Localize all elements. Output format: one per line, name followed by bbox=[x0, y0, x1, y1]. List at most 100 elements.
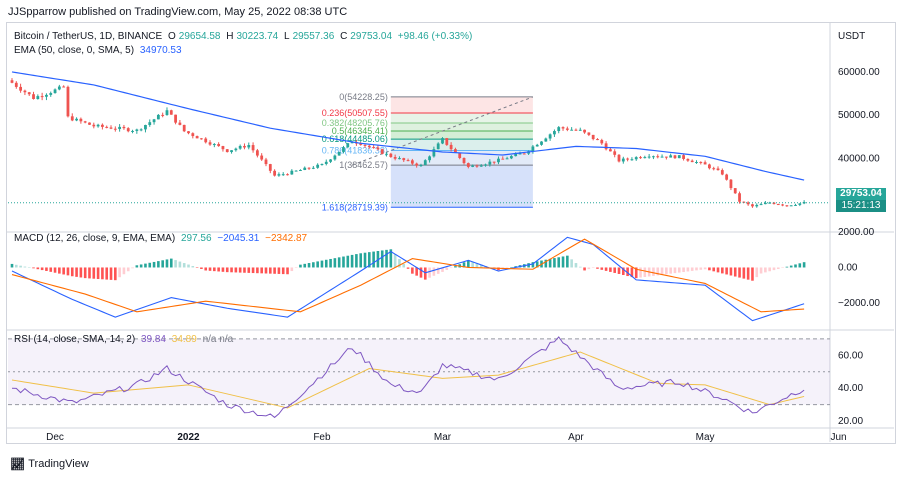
open-value: 29654.58 bbox=[178, 31, 221, 42]
fib-zone bbox=[390, 131, 533, 140]
brand-name: TradingView bbox=[28, 458, 89, 470]
candle-body bbox=[277, 174, 281, 176]
candle-body bbox=[96, 124, 100, 127]
macd-label: MACD (12, 26, close, 9, EMA, EMA) bbox=[14, 233, 176, 244]
publisher-line: JJSpparrow published on TradingView.com,… bbox=[8, 6, 348, 18]
candle-body bbox=[299, 170, 302, 172]
candle-body bbox=[716, 168, 720, 171]
macd-histogram-bar bbox=[686, 267, 690, 272]
candle-body bbox=[699, 162, 703, 164]
fib-zone bbox=[390, 113, 533, 123]
rsi-label: RSI (14, close, SMA, 14, 2) bbox=[14, 334, 136, 345]
candle-body bbox=[14, 82, 18, 87]
candle-body bbox=[311, 167, 315, 169]
macd-histogram-bar bbox=[721, 267, 724, 274]
change-value: +98.46 (+0.33%) bbox=[397, 31, 473, 42]
macd-axis-tick: 2000.00 bbox=[838, 227, 875, 238]
candle-body bbox=[402, 158, 406, 161]
candle-body bbox=[535, 144, 539, 147]
macd-histogram-bar bbox=[432, 267, 436, 276]
candle-body bbox=[423, 160, 427, 166]
candle-body bbox=[540, 141, 543, 145]
rsi-axis-tick: 60.00 bbox=[838, 350, 863, 361]
macd-histogram-bar bbox=[389, 249, 393, 268]
macd-histogram-bar bbox=[768, 267, 771, 272]
candle-body bbox=[337, 151, 341, 156]
fib-zone bbox=[390, 96, 533, 114]
macd-histogram-bar bbox=[652, 267, 655, 276]
macd-histogram-bar bbox=[131, 267, 134, 269]
candle-body bbox=[66, 86, 70, 117]
macd-histogram-bar bbox=[269, 267, 272, 274]
candle-body bbox=[316, 164, 320, 168]
macd-histogram-bar bbox=[247, 267, 251, 273]
macd-signal-value: −2342.87 bbox=[265, 233, 308, 244]
fib-level-label: 0.236(50507.55) bbox=[322, 108, 388, 118]
macd-histogram-bar bbox=[716, 267, 720, 273]
candle-body bbox=[148, 122, 152, 126]
last-price-badge: 29753.04 bbox=[836, 188, 886, 200]
symbol-legend[interactable]: Bitcoin / TetherUS, 1D, BINANCE O 29654.5… bbox=[14, 31, 475, 42]
candle-body bbox=[217, 144, 221, 147]
macd-histogram-bar bbox=[535, 261, 539, 268]
candle-body bbox=[393, 157, 397, 159]
candle-body bbox=[324, 161, 328, 164]
macd-histogram-bar bbox=[36, 267, 40, 270]
candle-body bbox=[720, 170, 724, 175]
candle-body bbox=[583, 129, 586, 133]
ema-legend[interactable]: EMA (50, close, 0, SMA, 5) 34970.53 bbox=[14, 45, 185, 56]
candle-body bbox=[729, 179, 733, 189]
tradingview-brand[interactable]: 📈︎ TradingView bbox=[10, 457, 89, 471]
fib-zone bbox=[390, 122, 533, 132]
macd-histogram-bar bbox=[454, 266, 457, 268]
candle-body bbox=[156, 114, 160, 120]
candle-body bbox=[57, 86, 61, 90]
candle-body bbox=[230, 150, 233, 153]
price-axis-tick: 50000.00 bbox=[838, 110, 880, 121]
candle-body bbox=[83, 121, 87, 123]
macd-histogram-bar bbox=[79, 267, 83, 278]
candle-body bbox=[255, 150, 259, 156]
macd-histogram-bar bbox=[161, 260, 164, 268]
candle-body bbox=[561, 127, 565, 129]
macd-histogram-bar bbox=[277, 267, 281, 274]
macd-histogram-bar bbox=[324, 259, 328, 268]
candle-body bbox=[497, 158, 500, 163]
candle-body bbox=[587, 132, 591, 135]
macd-histogram-bar bbox=[45, 267, 48, 271]
macd-histogram-bar bbox=[342, 256, 345, 268]
macd-histogram-bar bbox=[398, 259, 401, 268]
candle-body bbox=[208, 142, 212, 145]
macd-histogram-bar bbox=[169, 258, 173, 268]
candle-body bbox=[135, 129, 139, 131]
macd-histogram-bar bbox=[660, 267, 664, 275]
rsi-ma-line bbox=[11, 351, 805, 409]
candle-body bbox=[725, 174, 729, 180]
candle-body bbox=[251, 145, 255, 151]
macd-histogram-bar bbox=[656, 267, 660, 276]
candle-body bbox=[462, 158, 466, 164]
macd-legend[interactable]: MACD (12, 26, close, 9, EMA, EMA) 297.56… bbox=[14, 233, 310, 244]
candle-body bbox=[126, 128, 130, 132]
macd-histogram-bar bbox=[561, 256, 565, 268]
macd-histogram-bar bbox=[23, 266, 27, 268]
candle-body bbox=[708, 164, 711, 169]
candle-body bbox=[664, 156, 668, 158]
macd-histogram-bar bbox=[264, 267, 268, 274]
candle-body bbox=[488, 161, 492, 165]
candle-body bbox=[268, 164, 272, 171]
macd-histogram-bar bbox=[256, 267, 259, 274]
macd-histogram-bar bbox=[471, 261, 474, 268]
candle-body bbox=[458, 152, 462, 159]
ema-value: 34970.53 bbox=[139, 45, 182, 56]
macd-histogram-bar bbox=[290, 267, 294, 272]
macd-histogram-bar bbox=[604, 267, 608, 271]
macd-histogram-bar bbox=[385, 249, 388, 268]
candle-body bbox=[759, 204, 763, 206]
macd-histogram-bar bbox=[596, 267, 599, 269]
ema-label: EMA (50, close, 0, SMA, 5) bbox=[14, 45, 135, 56]
candle-body bbox=[591, 134, 595, 140]
macd-histogram-bar bbox=[626, 267, 629, 277]
rsi-legend[interactable]: RSI (14, close, SMA, 14, 2) 39.84 34.89 … bbox=[14, 334, 236, 345]
